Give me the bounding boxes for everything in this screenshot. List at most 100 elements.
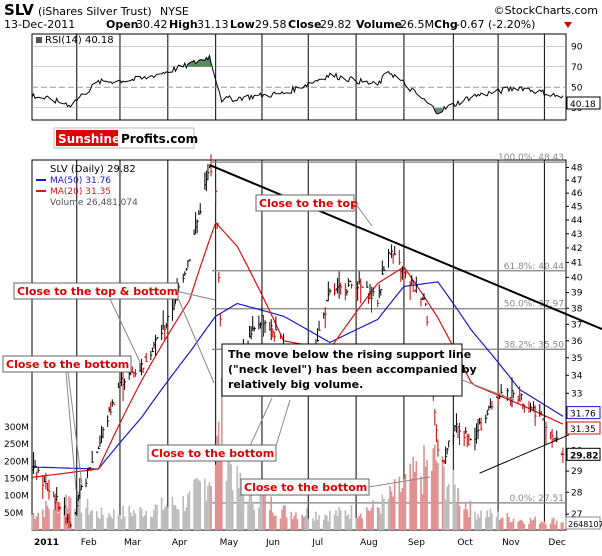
fib-label: 38.2%: 35.50 bbox=[504, 340, 565, 350]
volume-bar bbox=[236, 465, 239, 530]
volume-bar bbox=[420, 476, 422, 530]
volume-bar bbox=[210, 485, 212, 530]
volume-bar bbox=[480, 510, 482, 530]
volume-bar bbox=[501, 517, 504, 530]
annotation-pointers bbox=[65, 202, 515, 491]
volume-bar bbox=[497, 511, 499, 530]
volume-bar bbox=[208, 482, 211, 530]
volume-bar bbox=[197, 479, 200, 530]
volume-bar bbox=[271, 512, 274, 530]
volume-bar bbox=[410, 478, 413, 530]
volume-bar bbox=[239, 472, 242, 530]
volume-bar bbox=[123, 516, 126, 530]
volume-bar bbox=[106, 517, 109, 530]
exchange-label: NYSE bbox=[160, 5, 189, 18]
volume-tick-label: 50M bbox=[4, 509, 23, 519]
volume-bar bbox=[128, 505, 131, 530]
volume-bar bbox=[238, 487, 240, 530]
price-tick-label: 43 bbox=[571, 230, 582, 240]
volume-value-tag-box bbox=[565, 516, 601, 530]
volume-bar bbox=[86, 498, 89, 530]
volume-bar bbox=[285, 517, 288, 530]
volume-bar bbox=[45, 500, 47, 530]
volume-bar bbox=[228, 448, 231, 530]
volume-bar bbox=[173, 505, 175, 530]
volume-bar bbox=[531, 520, 533, 530]
volume-label: Volume bbox=[356, 18, 402, 31]
volume-bar bbox=[304, 515, 306, 530]
volume-bar bbox=[268, 509, 271, 530]
volume-bar bbox=[301, 514, 303, 530]
volume-bar bbox=[366, 507, 368, 530]
rsi-overbought-fill bbox=[187, 55, 211, 67]
pointer-tb-3 bbox=[177, 297, 215, 384]
volume-bar bbox=[430, 470, 433, 530]
volume-bar bbox=[290, 511, 293, 530]
volume-bar bbox=[217, 421, 220, 530]
volume-bar bbox=[261, 493, 263, 530]
high-value: 31.13 bbox=[197, 18, 229, 31]
volume-bar bbox=[528, 523, 530, 530]
volume-bar bbox=[150, 516, 152, 530]
volume-bar bbox=[247, 504, 249, 530]
logo-part2: Profits.com bbox=[121, 132, 198, 146]
volume-bar bbox=[466, 509, 469, 530]
annotation-close-bottom-mid-text: Close to the bottom bbox=[151, 447, 274, 460]
annotation-close-bottom-left-text: Close to the bottom bbox=[6, 358, 129, 371]
volume-bar bbox=[165, 505, 168, 530]
volume-bar bbox=[91, 509, 93, 530]
x-tick-label: Aug bbox=[360, 538, 378, 548]
volume-bars bbox=[31, 379, 564, 530]
volume-bar bbox=[293, 515, 296, 530]
price-tick-label: 42 bbox=[571, 244, 582, 254]
volume-bar bbox=[176, 509, 178, 530]
volume-bar bbox=[477, 513, 479, 530]
volume-bar bbox=[250, 479, 252, 530]
volume-bar bbox=[344, 510, 347, 530]
volume-bar bbox=[511, 521, 513, 530]
volume-bar bbox=[48, 508, 50, 530]
fib-label: 61.8%: 40.44 bbox=[504, 262, 565, 272]
fib-label: 0.0%: 27.51 bbox=[509, 494, 564, 504]
pointer-tb-2 bbox=[175, 290, 216, 301]
volume-bar bbox=[398, 476, 401, 530]
volume-bar bbox=[424, 466, 427, 530]
volume-bar bbox=[469, 500, 472, 530]
price-tick-label: 29 bbox=[571, 467, 583, 477]
price-tick-label: 40 bbox=[571, 273, 583, 283]
volume-bar bbox=[295, 512, 297, 530]
volume-bar bbox=[336, 515, 339, 530]
volume-bar bbox=[389, 486, 391, 530]
volume-bar bbox=[412, 456, 415, 530]
volume-bar bbox=[151, 517, 154, 530]
volume-tick-label: 250M bbox=[4, 440, 29, 450]
ma50-value-tag-box bbox=[566, 406, 601, 420]
volume-bar bbox=[75, 512, 78, 530]
volume-bar bbox=[560, 522, 563, 530]
volume-bar bbox=[111, 518, 114, 530]
volume-bar bbox=[292, 519, 294, 530]
volume-bar bbox=[327, 521, 330, 530]
volume-bar bbox=[491, 513, 493, 530]
annotation-neck-line2: ("neck level") has been accompanied by bbox=[228, 363, 477, 376]
volume-bar bbox=[339, 509, 342, 530]
volume-bar bbox=[258, 507, 260, 530]
close-value: 29.82 bbox=[320, 18, 352, 31]
price-tick-label: 44 bbox=[571, 216, 583, 226]
volume-bar bbox=[55, 499, 58, 530]
volume-bar bbox=[32, 512, 35, 530]
volume-bar bbox=[194, 478, 197, 530]
volume-bar bbox=[478, 517, 481, 530]
volume-bar bbox=[423, 445, 425, 530]
volume-bar bbox=[65, 494, 67, 530]
volume-bar bbox=[262, 495, 265, 530]
volume-bar bbox=[31, 514, 33, 530]
volume-bar bbox=[273, 515, 276, 530]
close-value-tag-box bbox=[566, 447, 601, 461]
volume-bar bbox=[167, 506, 169, 530]
volume-bar bbox=[447, 484, 450, 530]
volume-bar bbox=[372, 500, 374, 530]
pointer-bl-1 bbox=[65, 371, 77, 491]
volume-bar bbox=[318, 515, 320, 530]
volume-bar bbox=[367, 510, 370, 530]
